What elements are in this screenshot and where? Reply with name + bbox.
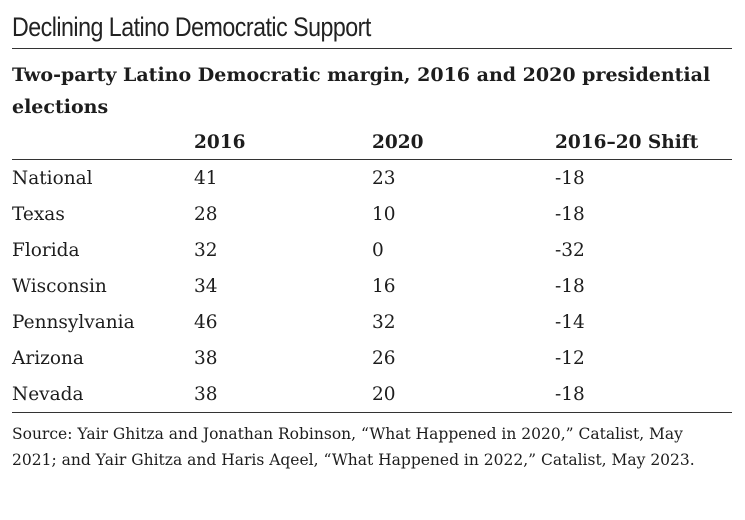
cell-2016: 34 [194,275,218,297]
cell-2016: 28 [194,203,218,225]
table-row: Texas 28 10 -18 [12,196,732,232]
cell-shift: -18 [555,275,585,297]
column-header-shift: 2016–20 Shift [555,125,732,160]
cell-2016: 41 [194,167,218,189]
table-row: Arizona 38 26 -12 [12,340,732,376]
cell-2020: 16 [372,275,396,297]
row-label: Florida [12,239,80,261]
cell-shift: -18 [555,376,732,413]
row-label: Arizona [12,347,84,369]
figure-title: Declining Latino Democratic Support [12,12,371,42]
cell-2020: 0 [372,239,384,261]
cell-2020: 26 [372,347,396,369]
table-row: Nevada 38 20 -18 [12,376,732,413]
cell-2020: 10 [372,203,396,225]
cell-shift: -14 [555,311,585,333]
cell-2016: 38 [194,347,218,369]
cell-2020: 23 [372,167,396,189]
cell-2016: 46 [194,311,218,333]
row-label: Pennsylvania [12,311,135,333]
table-row: Pennsylvania 46 32 -14 [12,304,732,340]
cell-shift: -18 [555,203,585,225]
row-label: Wisconsin [12,275,107,297]
cell-shift: -32 [555,239,585,261]
table-header-row: 2016 2020 2016–20 Shift [12,125,732,160]
row-label: Texas [12,203,65,225]
row-label: Nevada [12,376,194,413]
column-header-state [12,125,194,160]
cell-2016: 32 [194,239,218,261]
title-divider [12,48,732,49]
cell-2020: 32 [372,311,396,333]
table-subtitle: Two-party Latino Democratic margin, 2016… [12,64,711,118]
cell-shift: -12 [555,347,585,369]
data-table: 2016 2020 2016–20 Shift National 41 23 -… [12,125,732,413]
table-figure: Declining Latino Democratic Support Two-… [12,0,732,473]
cell-2016: 38 [194,376,372,413]
row-label: National [12,167,93,189]
source-note: Source: Yair Ghitza and Jonathan Robinso… [12,425,695,469]
column-header-2016: 2016 [194,125,372,160]
table-row: Florida 32 0 -32 [12,232,732,268]
column-header-2020: 2020 [372,125,555,160]
cell-shift: -18 [555,167,585,189]
cell-2020: 20 [372,376,555,413]
table-row: Wisconsin 34 16 -18 [12,268,732,304]
table-row: National 41 23 -18 [12,160,732,197]
